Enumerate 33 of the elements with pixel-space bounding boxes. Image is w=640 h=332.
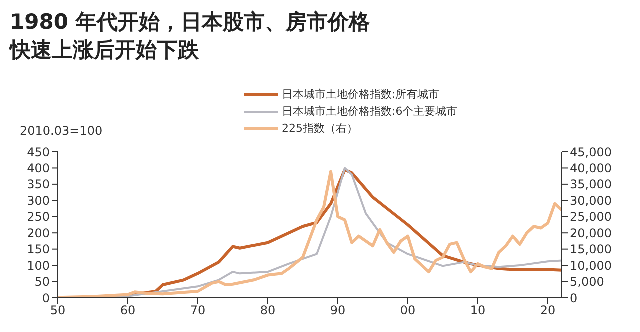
y2-tick-label: 10,000 [570, 258, 612, 273]
chart-title: 1980 年代开始，日本股市、房市价格快速上涨后开始下跌 [8, 9, 371, 64]
y-tick-label: 0 [42, 291, 50, 306]
y-tick-label: 50 [34, 275, 50, 290]
x-tick-label: 50 [50, 304, 66, 318]
y2-tick-label: 40,000 [570, 161, 612, 176]
y-tick-label: 250 [27, 210, 50, 224]
legend-label: 225指数（右） [282, 121, 358, 137]
x-tick-label: 00 [400, 304, 416, 318]
y-tick-label: 350 [27, 178, 50, 192]
y2-tick-label: 0 [570, 291, 578, 306]
y-tick-label: 450 [27, 145, 50, 160]
x-tick-label: 70 [190, 304, 206, 318]
y2-tick-label: 20,000 [570, 226, 612, 240]
y2-tick-label: 15,000 [570, 242, 612, 257]
legend-label: 日本城市土地价格指数:6个主要城市 [282, 104, 458, 120]
y-tick-label: 400 [27, 161, 50, 176]
y2-tick-label: 30,000 [570, 194, 612, 208]
legend-label: 日本城市土地价格指数:所有城市 [282, 87, 440, 103]
y-tick-label: 200 [27, 226, 50, 240]
x-tick-label: 10 [470, 304, 486, 318]
y-tick-label: 150 [27, 242, 50, 257]
y2-tick-label: 35,000 [570, 178, 612, 192]
y-tick-label: 100 [27, 258, 50, 273]
y2-tick-label: 25,000 [570, 210, 612, 224]
x-tick-label: 60 [120, 304, 136, 318]
x-tick-label: 90 [330, 304, 346, 318]
y2-tick-label: 5,000 [570, 275, 604, 290]
x-tick-label: 80 [260, 304, 276, 318]
y-axis-title: 2010.03=100 [20, 124, 103, 138]
y2-tick-label: 45,000 [570, 145, 612, 160]
x-tick-label: 20 [540, 304, 556, 318]
y-tick-label: 300 [27, 194, 50, 208]
